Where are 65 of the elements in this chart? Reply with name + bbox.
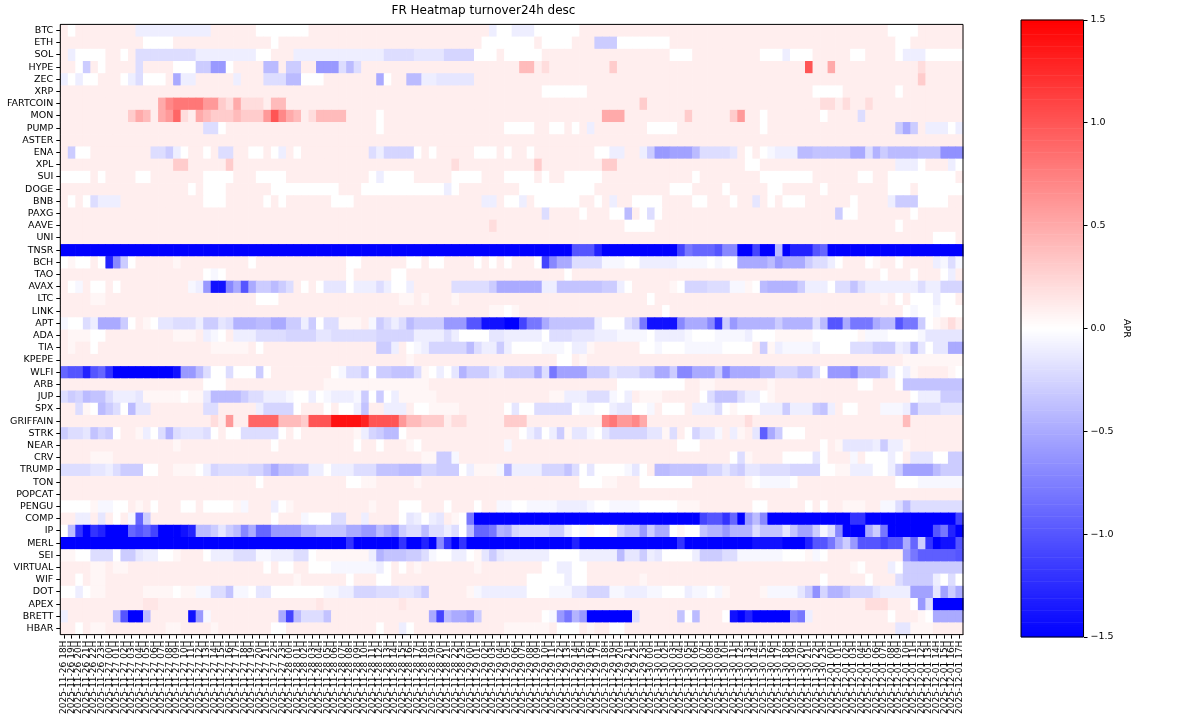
y-tick-label: HBAR <box>26 621 54 633</box>
color-bar-label: 1.5 <box>1090 13 1106 25</box>
y-tick-label: WLFI <box>30 365 54 377</box>
y-tick-label: TON <box>31 475 54 487</box>
y-tick-label: XPL <box>35 158 54 170</box>
y-tick-label: SOL <box>34 48 54 60</box>
y-tick-label: LINK <box>31 304 55 316</box>
y-tick-label: ZEC <box>34 72 54 84</box>
color-bar-label: 0.5 <box>1090 219 1106 231</box>
y-tick-label: APEX <box>28 597 54 609</box>
y-tick-label: WIF <box>35 573 54 585</box>
y-tick-label: CRV <box>34 451 54 463</box>
y-tick-label: XRP <box>34 84 54 96</box>
color-bar-label: 1.0 <box>1090 116 1106 128</box>
y-tick-label: GRIFFAIN <box>10 414 54 426</box>
y-tick-label: TAO <box>33 268 54 280</box>
y-tick-label: JUP <box>36 390 54 402</box>
y-tick-label: PUMP <box>26 121 54 133</box>
color-bar-label: 0.0 <box>1090 321 1106 333</box>
y-tick-label: KPEPE <box>23 353 54 365</box>
y-tick-label: HYPE <box>28 60 54 72</box>
y-tick-label: ENA <box>33 146 54 158</box>
color-bar-title: APR <box>1121 319 1133 339</box>
y-tick-label: BCH <box>33 255 54 267</box>
y-tick-label: BNB <box>33 194 54 206</box>
y-tick-label: ARB <box>33 377 54 389</box>
y-tick-label: TRUMP <box>18 463 54 475</box>
y-tick-label: STRK <box>28 426 55 438</box>
x-tick-label: 2025-12-01 09H <box>893 640 904 715</box>
y-tick-label: SPX <box>34 402 54 414</box>
color-bar-label: −1.0 <box>1090 527 1114 539</box>
y-tick-label: MON <box>30 109 54 121</box>
y-tick-label: LTC <box>37 292 54 304</box>
y-tick-label: PENGU <box>20 499 54 511</box>
x-tick-label: 2025-11-29 13H <box>562 640 573 715</box>
x-tick-label: 2025-11-30 10H <box>720 640 731 715</box>
y-tick-label: VIRTUAL <box>13 560 54 572</box>
y-tick-label: BTC <box>34 23 54 35</box>
x-tick-label: 2025-11-27 17H <box>231 640 242 715</box>
y-tick-label: DOGE <box>25 182 54 194</box>
y-tick-label: DOT <box>32 585 54 597</box>
y-tick-label: AAVE <box>28 219 54 231</box>
y-tick-label: ETH <box>34 36 54 48</box>
color-bar-label: −1.5 <box>1090 630 1114 642</box>
x-tick-label: 2025-11-26 18H <box>58 640 69 715</box>
y-tick-label: SUI <box>37 170 54 182</box>
y-tick-label: NEAR <box>27 438 54 450</box>
y-tick-label: COMP <box>25 512 54 524</box>
y-tick-label: FARTCOIN <box>6 97 54 109</box>
y-tick-label: TIA <box>37 341 54 353</box>
y-tick-label: APT <box>35 316 54 328</box>
y-tick-label: ADA <box>33 329 54 341</box>
chart-title: FR Heatmap turnover24h desc <box>391 3 576 18</box>
y-tick-label: ASTER <box>22 133 54 145</box>
y-tick-label: UNI <box>36 231 54 243</box>
y-tick-label: POPCAT <box>16 487 54 499</box>
color-bar-label: −0.5 <box>1090 424 1114 436</box>
y-tick-label: PAXG <box>27 207 54 219</box>
x-tick-label: 2025-11-28 14H <box>389 640 400 715</box>
y-tick-label: TNSR <box>26 243 54 255</box>
y-tick-label: BRETT <box>22 609 54 621</box>
y-tick-label: SEI <box>38 548 54 560</box>
y-tick-label: IP <box>44 524 54 536</box>
y-tick-label: MERL <box>27 536 54 548</box>
y-tick-label: AVAX <box>28 280 54 292</box>
